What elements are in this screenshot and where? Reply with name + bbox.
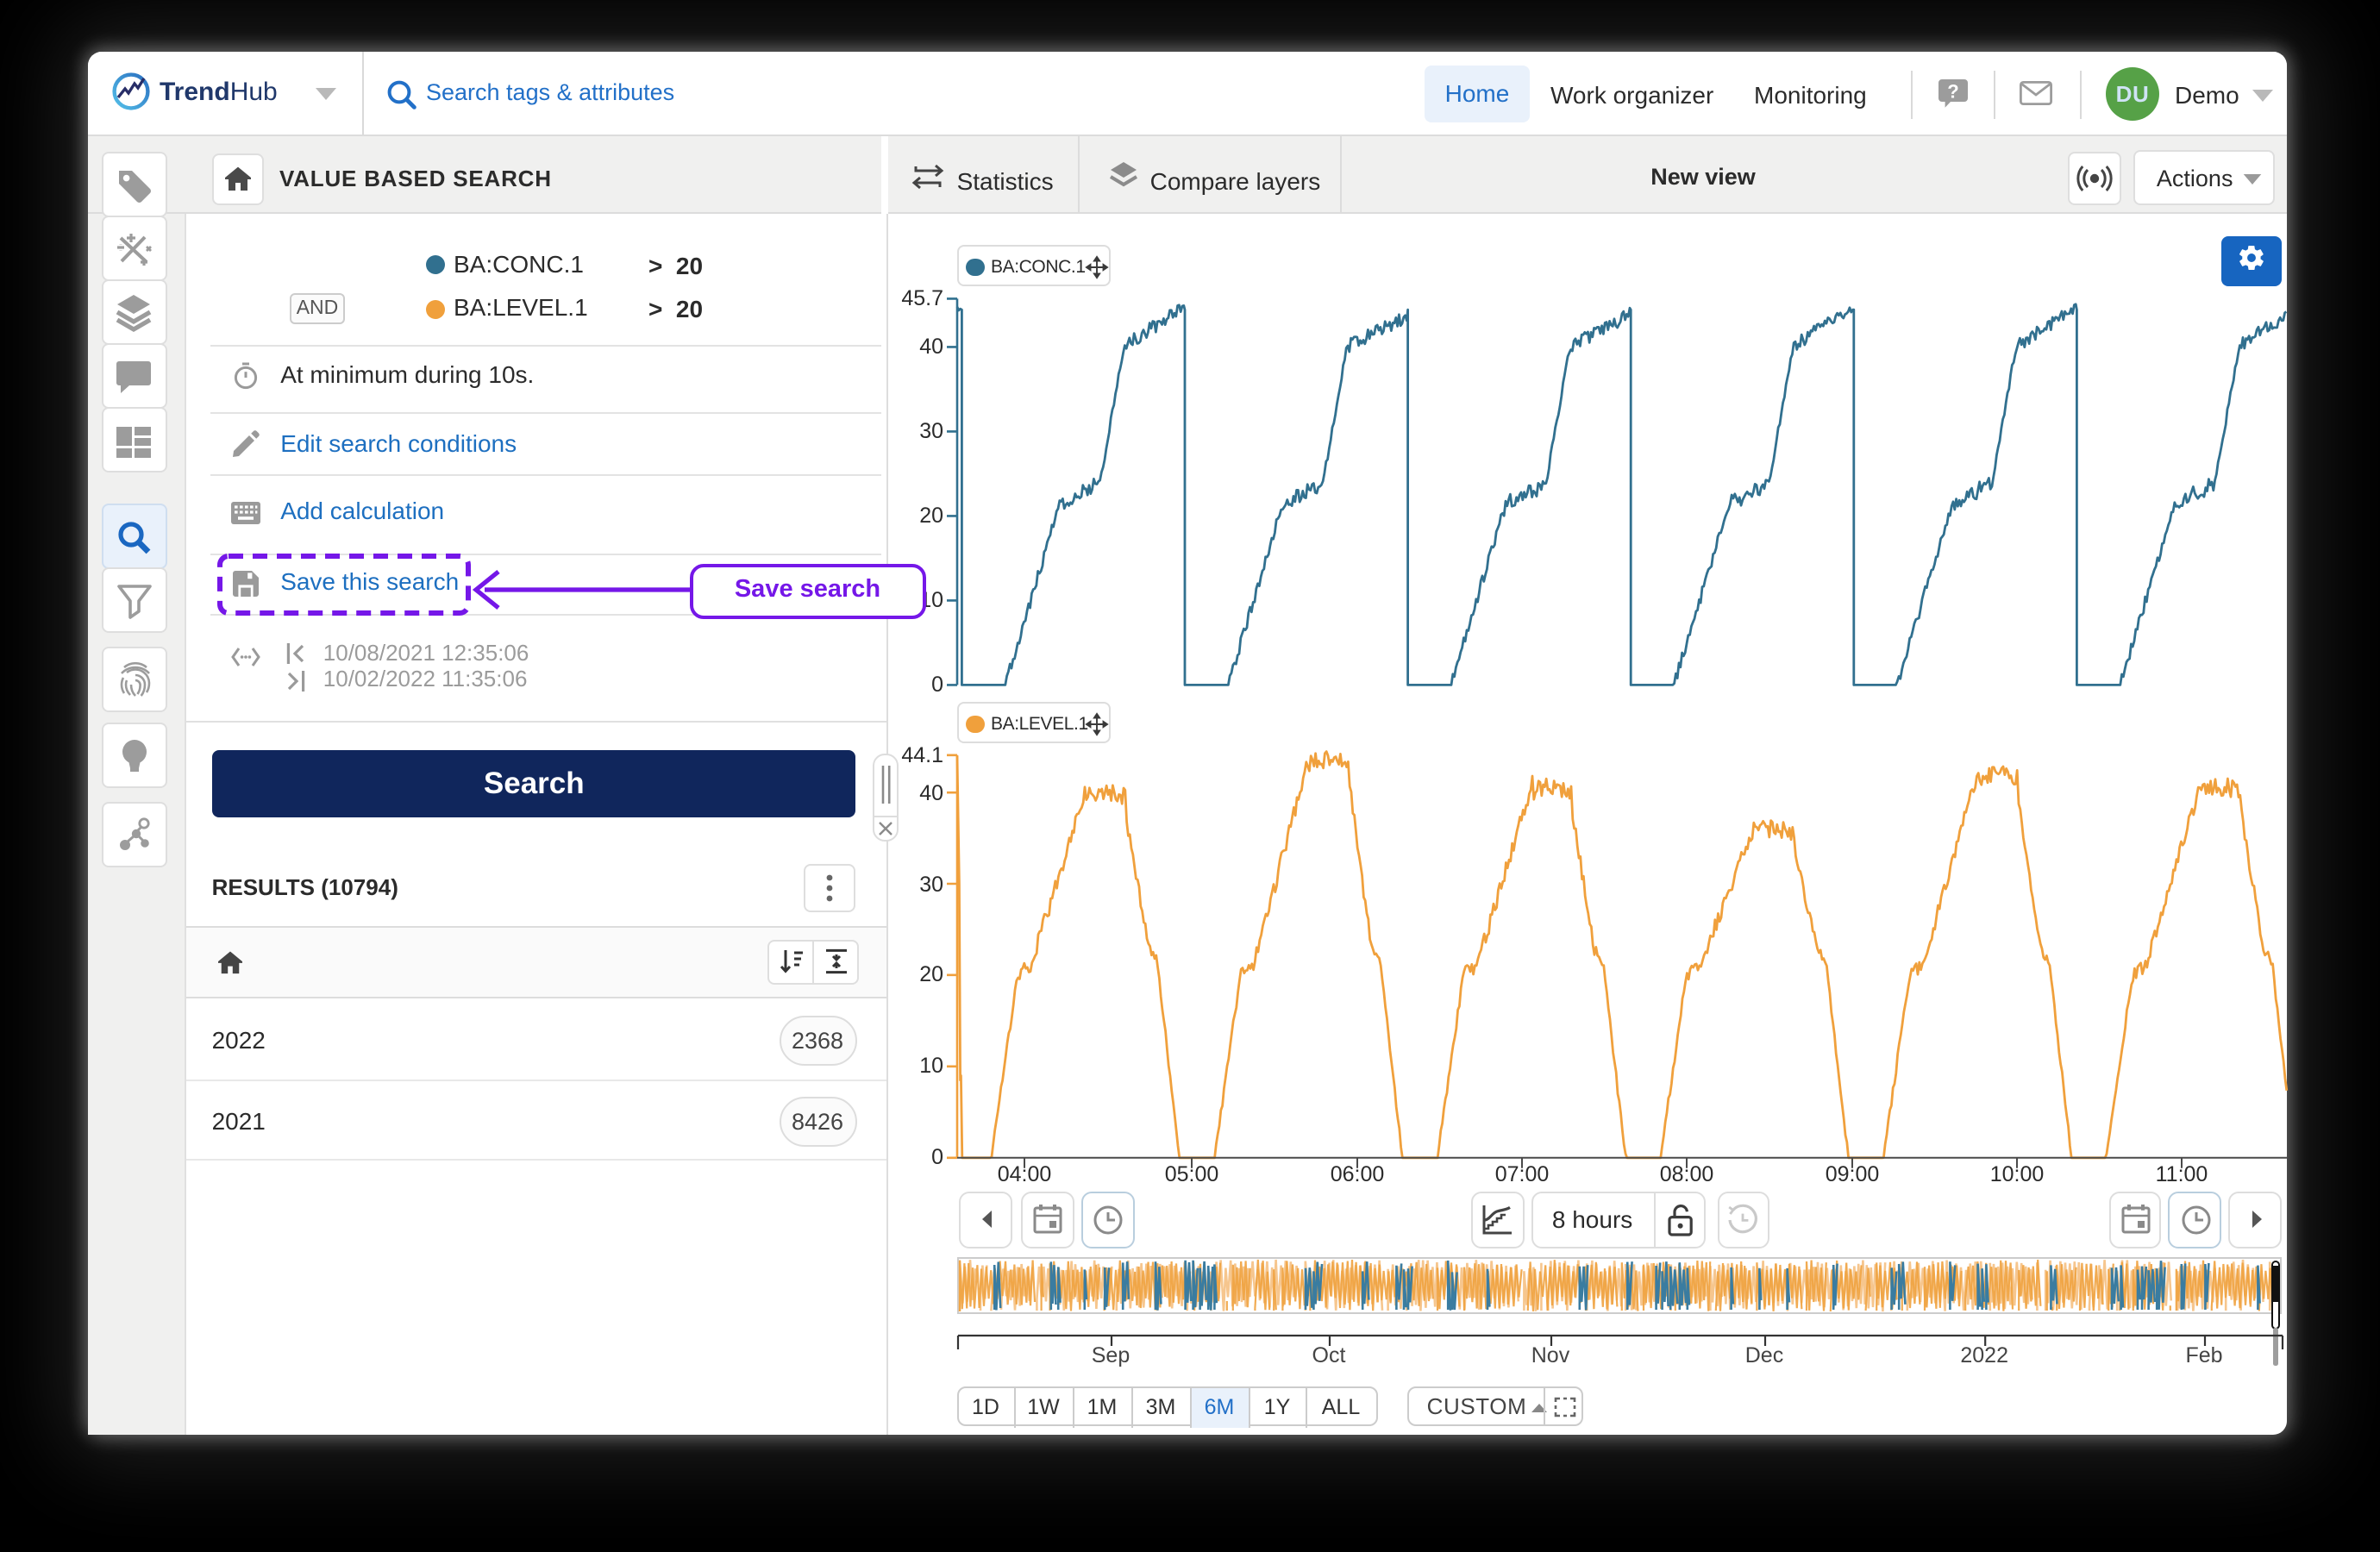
svg-text:?: ? (1947, 81, 1958, 103)
